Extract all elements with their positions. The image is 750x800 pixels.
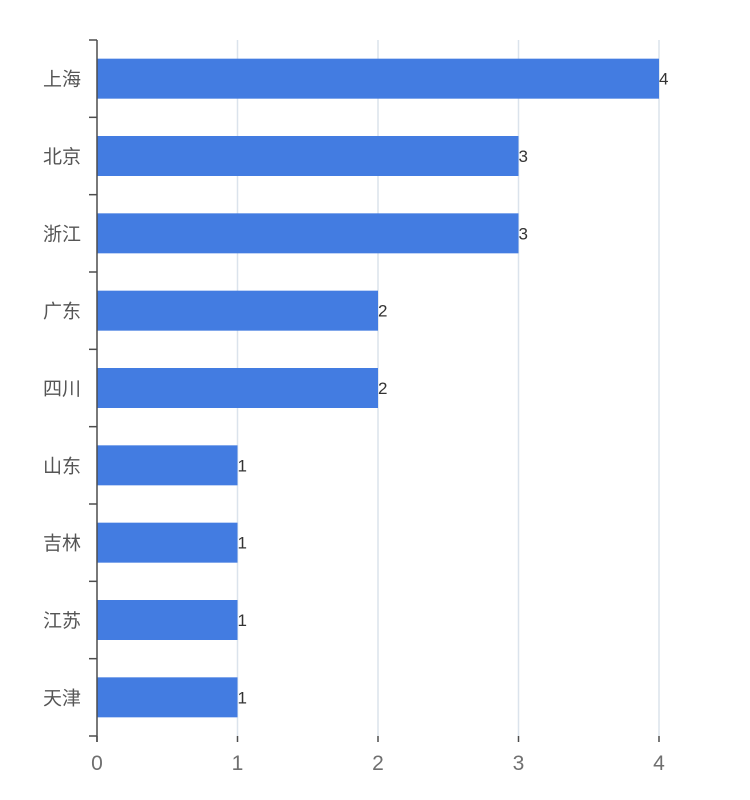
bar-吉林 [97, 522, 238, 563]
category-label: 北京 [43, 146, 81, 168]
bar-上海 [97, 58, 659, 99]
x-tick-label: 0 [91, 752, 103, 775]
data-label: 4 [659, 70, 668, 89]
bar-天津 [97, 677, 238, 718]
category-label: 浙江 [43, 223, 81, 245]
data-label: 3 [519, 224, 528, 243]
category-label: 山东 [43, 455, 81, 477]
data-label: 1 [238, 611, 247, 630]
bar-广东 [97, 290, 378, 331]
bar-江苏 [97, 600, 238, 640]
axes [89, 39, 660, 742]
bar-北京 [97, 136, 519, 176]
data-label: 2 [378, 379, 387, 398]
labels: 0 1 2 3 4 上海 4 北京 3 浙江 3 广东 2 四川 2 山东 1 吉林 1 江苏 1 天津 1 [43, 69, 668, 775]
category-label: 天津 [43, 687, 81, 709]
category-label: 吉林 [43, 533, 81, 555]
bar-四川 [97, 368, 378, 408]
data-label: 2 [378, 302, 387, 321]
category-label: 江苏 [43, 610, 81, 632]
bar-浙江 [97, 213, 519, 254]
x-tick-label: 3 [513, 752, 525, 775]
x-tick-label: 4 [653, 752, 665, 775]
x-tick-label: 2 [372, 752, 384, 775]
data-label: 3 [519, 147, 528, 166]
bar-山东 [97, 445, 238, 486]
data-label: 1 [238, 534, 247, 553]
category-label: 广东 [43, 301, 81, 323]
x-tick-label: 1 [232, 752, 244, 775]
bars [97, 58, 659, 718]
data-label: 1 [238, 456, 247, 475]
data-label: 1 [238, 688, 247, 707]
category-label: 上海 [43, 69, 81, 91]
category-label: 四川 [43, 378, 81, 400]
